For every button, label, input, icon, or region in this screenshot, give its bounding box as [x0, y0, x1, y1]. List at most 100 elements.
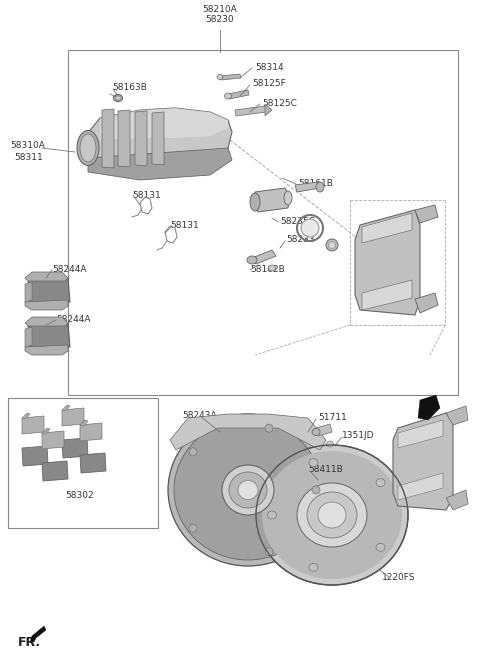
Polygon shape — [25, 345, 68, 355]
Polygon shape — [415, 205, 438, 223]
Ellipse shape — [301, 219, 319, 237]
Text: 58161B: 58161B — [298, 178, 333, 188]
Ellipse shape — [316, 182, 324, 192]
Text: 58125F: 58125F — [252, 79, 286, 89]
Text: 58235C: 58235C — [280, 218, 315, 226]
Polygon shape — [118, 110, 130, 167]
Polygon shape — [42, 461, 68, 481]
Ellipse shape — [250, 193, 260, 211]
Ellipse shape — [312, 428, 320, 436]
Polygon shape — [102, 109, 114, 168]
Ellipse shape — [238, 480, 258, 499]
Ellipse shape — [217, 75, 223, 79]
Ellipse shape — [326, 441, 334, 447]
Polygon shape — [252, 250, 276, 264]
Text: 58163B: 58163B — [112, 83, 147, 92]
Polygon shape — [135, 111, 147, 166]
Polygon shape — [25, 300, 68, 310]
Polygon shape — [254, 188, 290, 212]
Text: 58302: 58302 — [66, 491, 94, 499]
Polygon shape — [100, 108, 228, 140]
Text: 58210A: 58210A — [203, 5, 238, 14]
Ellipse shape — [229, 472, 267, 508]
Polygon shape — [62, 438, 88, 458]
Text: 51711: 51711 — [318, 413, 347, 422]
Text: 58230: 58230 — [206, 16, 234, 24]
Text: 58243A: 58243A — [182, 411, 216, 419]
Text: 58162B: 58162B — [250, 266, 285, 274]
Polygon shape — [25, 272, 68, 281]
Ellipse shape — [189, 448, 197, 456]
Polygon shape — [170, 414, 326, 450]
Text: 58244: 58244 — [186, 422, 215, 432]
Polygon shape — [152, 112, 164, 165]
Text: 58125C: 58125C — [262, 98, 297, 108]
Ellipse shape — [376, 479, 385, 487]
Ellipse shape — [326, 239, 338, 251]
Ellipse shape — [265, 424, 273, 432]
Polygon shape — [88, 148, 232, 180]
Ellipse shape — [312, 486, 320, 494]
Polygon shape — [220, 74, 241, 80]
Polygon shape — [446, 406, 468, 425]
Text: 1220FS: 1220FS — [382, 573, 416, 583]
Polygon shape — [25, 327, 32, 347]
Ellipse shape — [376, 543, 385, 551]
Polygon shape — [80, 453, 106, 473]
Text: 58233: 58233 — [286, 236, 314, 245]
Ellipse shape — [309, 459, 318, 466]
Text: 58244A: 58244A — [52, 266, 86, 274]
Text: 58131: 58131 — [170, 220, 199, 230]
Polygon shape — [398, 420, 443, 448]
Ellipse shape — [189, 524, 197, 532]
Ellipse shape — [284, 191, 292, 205]
Ellipse shape — [113, 94, 122, 102]
Polygon shape — [62, 408, 84, 426]
Polygon shape — [42, 431, 64, 449]
Ellipse shape — [225, 93, 231, 99]
Ellipse shape — [268, 265, 276, 271]
Ellipse shape — [265, 548, 273, 556]
Ellipse shape — [116, 96, 120, 100]
Polygon shape — [42, 428, 50, 434]
Ellipse shape — [77, 131, 99, 165]
Text: 58310A: 58310A — [10, 140, 45, 150]
Ellipse shape — [318, 502, 346, 528]
Polygon shape — [415, 293, 438, 313]
Polygon shape — [25, 317, 68, 326]
Polygon shape — [398, 473, 443, 500]
Bar — [68, 50, 458, 395]
Polygon shape — [80, 420, 88, 426]
Text: 58131: 58131 — [132, 190, 161, 199]
Polygon shape — [25, 282, 32, 302]
Text: 1351JD: 1351JD — [342, 432, 374, 440]
Ellipse shape — [262, 451, 402, 579]
Polygon shape — [62, 405, 70, 411]
Ellipse shape — [297, 483, 367, 547]
Polygon shape — [28, 323, 70, 349]
Polygon shape — [82, 108, 232, 168]
Ellipse shape — [307, 492, 357, 538]
Polygon shape — [362, 280, 412, 310]
Ellipse shape — [247, 256, 257, 264]
Polygon shape — [22, 446, 48, 466]
Polygon shape — [28, 278, 70, 304]
Polygon shape — [22, 413, 30, 419]
Ellipse shape — [267, 511, 276, 519]
Polygon shape — [446, 490, 468, 510]
Ellipse shape — [309, 564, 318, 571]
Text: 58314: 58314 — [255, 64, 284, 73]
Text: 58411B: 58411B — [308, 466, 343, 474]
Polygon shape — [30, 626, 46, 642]
Polygon shape — [265, 104, 272, 116]
Ellipse shape — [328, 241, 336, 249]
Polygon shape — [393, 413, 453, 510]
Polygon shape — [316, 424, 332, 436]
Text: FR.: FR. — [18, 636, 41, 649]
Ellipse shape — [174, 420, 322, 560]
Ellipse shape — [168, 414, 328, 566]
Text: 58244A: 58244A — [56, 316, 91, 325]
Ellipse shape — [222, 465, 274, 515]
Polygon shape — [355, 210, 420, 315]
Text: 58311: 58311 — [14, 152, 43, 161]
